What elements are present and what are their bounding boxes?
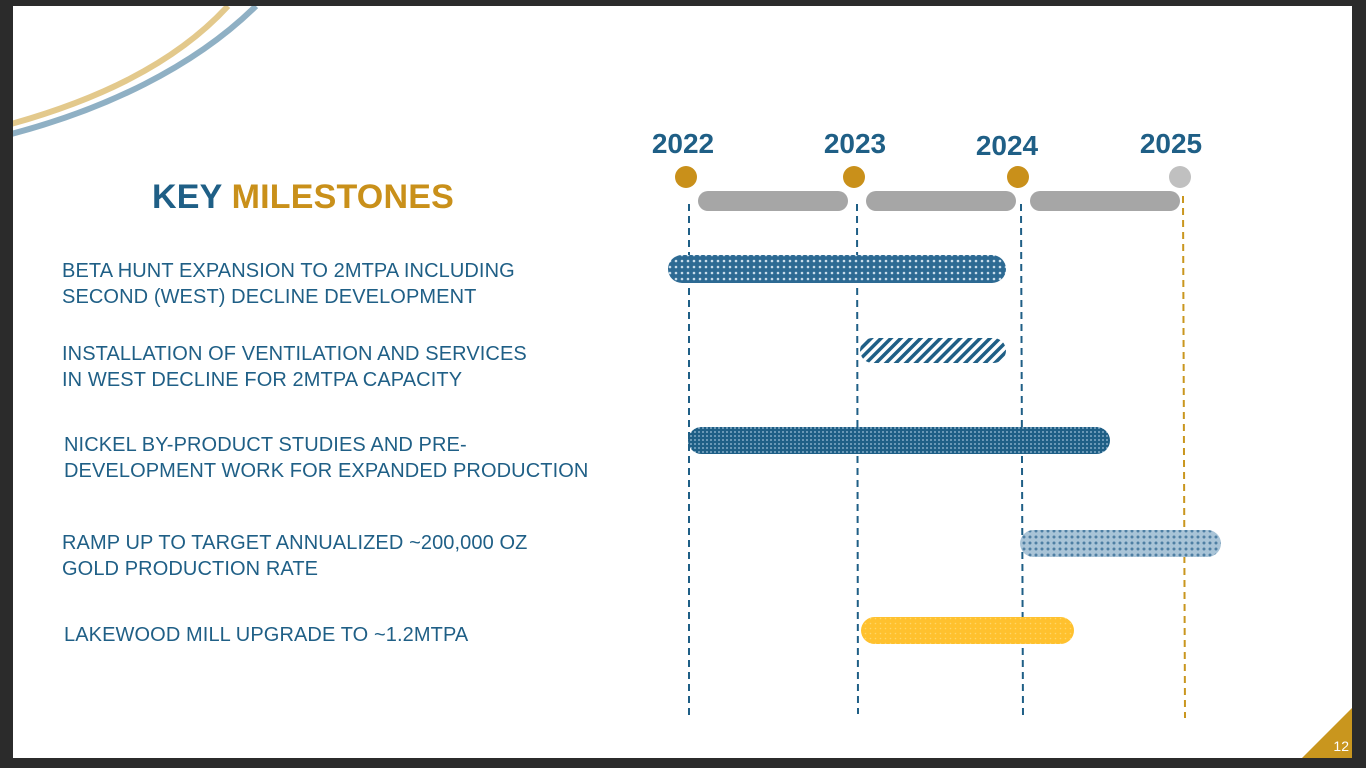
year-dot-2024 [1007,166,1029,188]
milestone-label-beta-hunt: BETA HUNT EXPANSION TO 2MTPA INCLUDING S… [62,258,515,310]
milestone-line: GOLD PRODUCTION RATE [62,558,319,580]
milestone-line: LAKEWOOD MILL UPGRADE TO ~1.2MTPA [64,624,469,646]
timeline-graphic [668,166,1221,719]
slide: KEY MILESTONES BETA HUNT EXPANSION TO 2M… [13,6,1352,758]
milestone-line: BETA HUNT EXPANSION TO 2MTPA INCLUDING [62,260,515,282]
milestone-line: NICKEL BY-PRODUCT STUDIES AND PRE- [64,434,467,456]
title-word-key: KEY [152,178,222,216]
corner-triangle [1302,708,1352,758]
decorative-swoosh [13,6,259,137]
milestone-bar-nickel [688,427,1110,454]
year-label-2024: 2024 [975,130,1039,161]
milestone-label-ventilation: INSTALLATION OF VENTILATION AND SERVICES… [62,341,527,393]
milestone-line: IN WEST DECLINE FOR 2MTPA CAPACITY [62,369,463,391]
grey-period-bar [1030,191,1180,211]
milestone-line: RAMP UP TO TARGET ANNUALIZED ~200,000 OZ [62,532,528,554]
year-line-2025 [1182,195,1186,719]
milestone-bar-ramp-up [1020,530,1221,557]
year-line-2024 [1020,203,1024,719]
milestone-line: SECOND (WEST) DECLINE DEVELOPMENT [62,286,477,308]
milestone-line: DEVELOPMENT WORK FOR EXPANDED PRODUCTION [64,460,589,482]
year-label-2022: 2022 [651,128,715,159]
milestone-bar-beta-hunt [668,255,1006,283]
slide-title: KEY MILESTONES [152,178,454,217]
page-number: 12 [1333,738,1349,754]
grey-period-bar [866,191,1016,211]
year-dot-2025 [1169,166,1191,188]
grey-period-bar [698,191,848,211]
year-dot-2022 [675,166,697,188]
milestone-label-ramp-up: RAMP UP TO TARGET ANNUALIZED ~200,000 OZ… [62,530,527,582]
milestone-bar-lakewood [861,617,1074,644]
milestone-line: INSTALLATION OF VENTILATION AND SERVICES [62,343,527,365]
year-line-2023 [856,203,859,715]
year-label-2023: 2023 [823,128,887,159]
milestone-label-lakewood: LAKEWOOD MILL UPGRADE TO ~1.2MTPA [64,622,468,648]
title-word-milestones: MILESTONES [231,178,454,216]
year-dot-2023 [843,166,865,188]
milestone-label-nickel: NICKEL BY-PRODUCT STUDIES AND PRE- DEVEL… [64,432,588,484]
milestone-bar-ventilation [860,338,1006,363]
year-label-2025: 2025 [1139,128,1203,159]
